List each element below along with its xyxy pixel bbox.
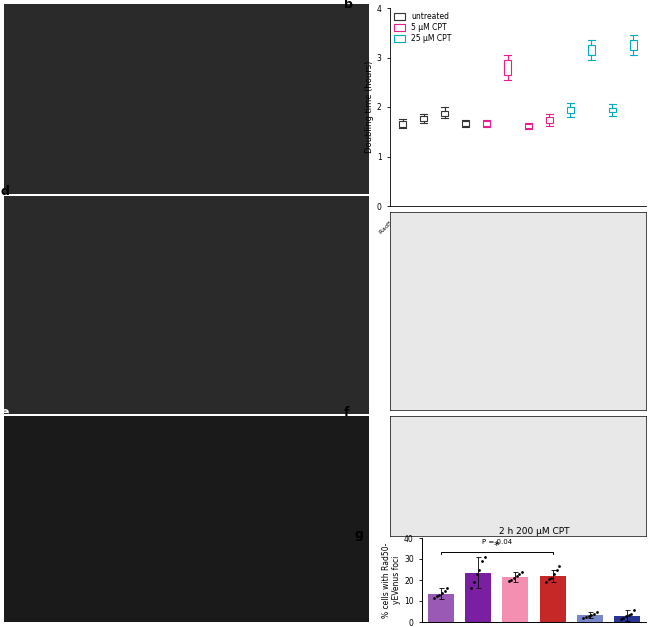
Point: [474, 564, 484, 574]
Bar: [567, 107, 574, 113]
Point: [517, 567, 527, 577]
Bar: [441, 111, 448, 116]
Bar: [502, 577, 528, 622]
Bar: [462, 121, 469, 126]
Point: [437, 587, 447, 598]
Point: [509, 573, 519, 583]
Bar: [609, 108, 616, 112]
Bar: [399, 121, 406, 127]
Bar: [588, 45, 595, 55]
Text: g: g: [355, 528, 364, 541]
Point: [541, 577, 551, 587]
Point: [442, 583, 452, 593]
Point: [477, 556, 488, 566]
Point: [616, 614, 626, 624]
Bar: [540, 576, 566, 622]
Point: [514, 569, 525, 579]
Point: [434, 589, 445, 599]
Point: [580, 612, 591, 622]
Point: [618, 613, 629, 623]
Point: [551, 564, 562, 574]
Point: [429, 593, 439, 603]
Point: [469, 577, 479, 587]
Point: [578, 613, 588, 623]
Point: [432, 591, 442, 601]
Bar: [546, 117, 553, 123]
Text: c: c: [344, 202, 351, 215]
Bar: [630, 40, 637, 50]
Bar: [428, 594, 454, 622]
Title: 2 h 200 μM CPT: 2 h 200 μM CPT: [499, 527, 569, 536]
Point: [543, 574, 554, 584]
Point: [584, 611, 594, 621]
Text: b: b: [344, 0, 353, 11]
Bar: [614, 616, 640, 622]
Text: d: d: [1, 185, 9, 198]
Point: [503, 576, 514, 586]
Legend: untreated, 5 μM CPT, 25 μM CPT: untreated, 5 μM CPT, 25 μM CPT: [394, 12, 452, 43]
Point: [629, 606, 639, 616]
Y-axis label: Doubling time (hours): Doubling time (hours): [365, 61, 374, 153]
Point: [621, 611, 631, 621]
Y-axis label: % cells with Rad50-
yEVenus foci: % cells with Rad50- yEVenus foci: [382, 542, 401, 618]
Text: *: *: [494, 541, 499, 551]
Point: [592, 606, 602, 616]
Text: f: f: [344, 406, 350, 419]
Point: [439, 586, 450, 596]
Bar: [577, 614, 603, 622]
Point: [546, 573, 556, 583]
Text: e: e: [1, 406, 9, 419]
Bar: [465, 572, 491, 622]
Point: [549, 569, 559, 579]
Point: [626, 609, 636, 619]
Point: [623, 609, 634, 619]
Bar: [525, 124, 532, 129]
Bar: [504, 60, 511, 75]
Point: [506, 575, 517, 585]
Bar: [483, 121, 490, 126]
Bar: [420, 116, 427, 121]
Point: [589, 609, 599, 619]
Point: [586, 609, 597, 619]
Point: [471, 569, 482, 579]
Point: [466, 583, 476, 593]
Point: [512, 571, 522, 581]
Text: a: a: [1, 0, 9, 2]
Text: P = 0.04: P = 0.04: [482, 539, 512, 545]
Point: [554, 561, 565, 571]
Point: [480, 552, 490, 562]
